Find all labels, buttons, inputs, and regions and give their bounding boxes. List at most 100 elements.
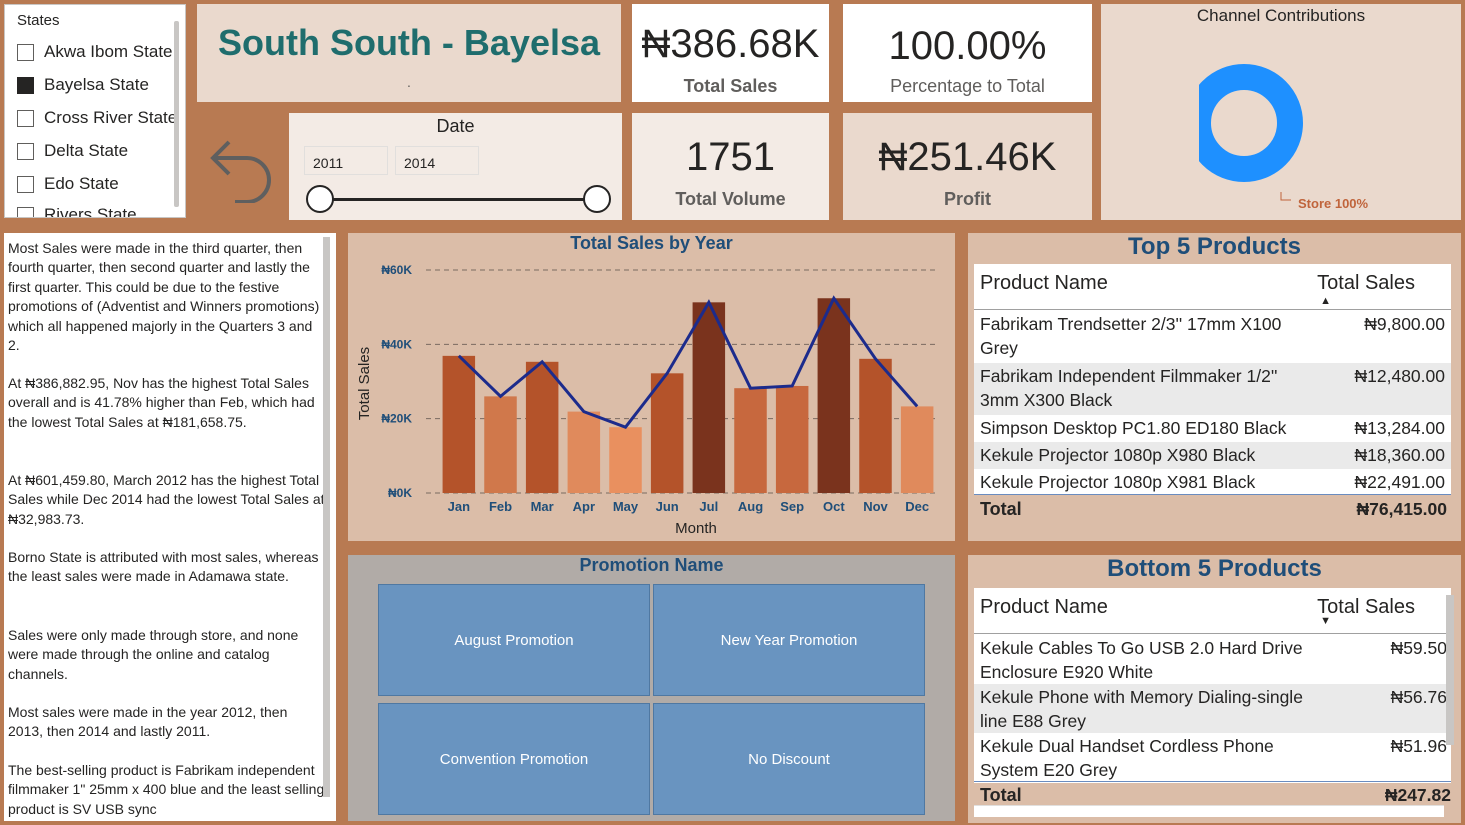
x-tick-label: Nov <box>863 499 888 514</box>
promotion-tile-convention[interactable]: Convention Promotion <box>378 703 650 815</box>
x-tick-label: Dec <box>905 499 929 514</box>
narrative-paragraph: Borno State is attributed with most sale… <box>8 549 319 585</box>
date-slicer: Date 2011 2014 <box>289 113 622 220</box>
state-item-label: Rivers State <box>44 205 137 218</box>
table-row[interactable]: Kekule Projector 1080p X981 Black ₦22,491… <box>974 469 1451 495</box>
states-slicer: States Akwa Ibom State Bayelsa State Cro… <box>4 4 186 218</box>
column-header-sales[interactable]: Total Sales <box>1317 272 1415 294</box>
table-row[interactable]: Fabrikam Independent Filmmaker 1/2'' 3mm… <box>974 363 1451 415</box>
donut-leader-line <box>1280 192 1291 201</box>
channel-contributions: Channel Contributions Store 100% <box>1101 4 1461 220</box>
total-value: ₦247.82 <box>1384 785 1451 805</box>
kpi-percentage: 100.00% Percentage to Total <box>843 4 1092 102</box>
bot5-vertical-scrollbar[interactable] <box>1446 595 1454 745</box>
bar-may <box>609 427 642 493</box>
x-tick-label: Feb <box>489 499 512 514</box>
bar-aug <box>734 388 767 493</box>
bot5-title: Bottom 5 Products <box>1107 555 1322 582</box>
total-value: ₦76,415.00 <box>1356 499 1448 519</box>
cell-sales: ₦59.50 <box>1390 638 1447 658</box>
narrative-paragraph: Sales were only made through store, and … <box>8 627 299 682</box>
y-tick-label: ₦60K <box>381 263 412 277</box>
y-axis-label: Total Sales <box>356 347 373 420</box>
state-item-edo[interactable]: Edo State <box>17 172 119 196</box>
sort-descending-icon[interactable]: ▼ <box>1320 615 1331 627</box>
cell-sales: ₦22,491.00 <box>1354 472 1446 492</box>
kpi-label: Total Volume <box>675 189 786 209</box>
y-tick-label: ₦40K <box>381 337 412 351</box>
table-row[interactable]: Kekule Phone with Memory Dialing-single … <box>974 684 1451 733</box>
state-item-rivers[interactable]: Rivers State <box>17 203 137 218</box>
date-end-input[interactable]: 2014 <box>395 146 479 175</box>
checkbox-icon[interactable] <box>17 206 34 217</box>
narrative-paragraph: The best-selling product is Fabrikam ind… <box>8 762 325 817</box>
checkbox-icon[interactable] <box>17 175 34 193</box>
cell-product: Kekule Cables To Go USB 2.0 Hard Drive E… <box>980 638 1303 682</box>
cell-sales: ₦56.76 <box>1390 687 1447 707</box>
sort-ascending-icon[interactable]: ▲ <box>1320 295 1331 307</box>
cell-product: Fabrikam Independent Filmmaker 1/2'' 3mm… <box>980 366 1278 410</box>
kpi-total-volume: 1751 Total Volume <box>632 113 829 220</box>
column-header-sales[interactable]: Total Sales <box>1317 596 1415 618</box>
cell-product: Kekule Projector 1080p X981 Black <box>980 472 1256 492</box>
date-start-input[interactable]: 2011 <box>304 146 388 175</box>
promotion-tile-august[interactable]: August Promotion <box>378 584 650 696</box>
cell-product: Kekule Phone with Memory Dialing-single … <box>980 687 1303 731</box>
checkbox-checked-icon[interactable] <box>17 76 34 94</box>
checkbox-icon[interactable] <box>17 142 34 160</box>
donut-slice-store[interactable] <box>1199 64 1303 182</box>
promotion-slicer: Promotion Name August Promotion New Year… <box>348 555 955 821</box>
chart-title: Total Sales by Year <box>570 233 733 253</box>
y-tick-label: ₦20K <box>381 412 412 426</box>
total-label: Total <box>980 785 1022 805</box>
x-axis-label: Month <box>675 520 717 537</box>
channel-title: Channel Contributions <box>1196 6 1366 25</box>
x-tick-label: Jun <box>656 499 679 514</box>
narrative-scrollbar[interactable] <box>323 237 330 797</box>
cell-product: Simpson Desktop PC1.80 ED180 Black <box>980 418 1287 438</box>
state-item-akwa-ibom[interactable]: Akwa Ibom State <box>17 40 173 64</box>
states-slicer-header: States <box>17 12 60 29</box>
bot5-table: Product Name Total Sales ▼ Kekule Cables… <box>974 588 1451 783</box>
top-5-products: Top 5 Products Product Name Total Sales … <box>968 233 1461 541</box>
column-header-product[interactable]: Product Name <box>980 272 1108 294</box>
back-arrow-icon[interactable] <box>205 128 275 204</box>
cell-sales: ₦51.96 <box>1390 736 1447 756</box>
date-slider-track[interactable] <box>320 198 598 201</box>
table-header: Product Name Total Sales ▲ <box>974 264 1451 310</box>
states-scrollbar[interactable] <box>174 21 179 207</box>
table-row[interactable]: Kekule Cables To Go USB 2.0 Hard Drive E… <box>974 635 1451 684</box>
state-item-cross-river[interactable]: Cross River State <box>17 106 177 130</box>
state-item-label: Bayelsa State <box>44 75 149 94</box>
chart-svg: ₦0K ₦20K ₦40K ₦60K Jan Feb Mar Apr May Jun Jul Aug S… <box>356 263 938 537</box>
narrative-paragraph: Most sales were made in the year 2012, t… <box>8 704 288 740</box>
table-row[interactable]: Fabrikam Trendsetter 2/3'' 17mm X100 Gre… <box>974 311 1451 363</box>
checkbox-icon[interactable] <box>17 109 34 127</box>
column-header-product[interactable]: Product Name <box>980 596 1108 618</box>
narrative-paragraph: At ₦386,882.95, Nov has the highest Tota… <box>8 375 315 430</box>
date-slider-end-handle[interactable] <box>583 185 611 213</box>
date-slider-start-handle[interactable] <box>306 185 334 213</box>
kpi-value: 1751 <box>686 135 775 179</box>
page-title: South South - Bayelsa <box>217 22 601 63</box>
promotion-slicer-title: Promotion Name <box>579 555 724 575</box>
table-row[interactable]: Simpson Desktop PC1.80 ED180 Black ₦13,28… <box>974 415 1451 442</box>
x-tick-label: Jul <box>699 499 718 514</box>
promotion-tile-no-discount[interactable]: No Discount <box>653 703 925 815</box>
bot5-horizontal-scrollbar[interactable] <box>974 805 1444 817</box>
table-row[interactable]: Kekule Dual Handset Cordless Phone Syste… <box>974 733 1451 782</box>
promotion-tile-new-year[interactable]: New Year Promotion <box>653 584 925 696</box>
cell-product: Fabrikam Trendsetter 2/3'' 17mm X100 Gre… <box>980 314 1282 358</box>
kpi-label: Profit <box>944 189 991 209</box>
trend-line <box>457 295 919 430</box>
checkbox-icon[interactable] <box>17 43 34 61</box>
top5-title: Top 5 Products <box>1128 233 1301 260</box>
state-item-delta[interactable]: Delta State <box>17 139 128 163</box>
x-tick-label: Mar <box>531 499 554 514</box>
kpi-label: Percentage to Total <box>890 76 1045 96</box>
table-header: Product Name Total Sales ▼ <box>974 588 1451 634</box>
back-button[interactable] <box>205 128 275 204</box>
state-item-bayelsa[interactable]: Bayelsa State <box>17 73 149 97</box>
table-row[interactable]: Kekule Projector 1080p X980 Black ₦18,360… <box>974 442 1451 469</box>
kpi-value: 100.00% <box>888 24 1047 68</box>
